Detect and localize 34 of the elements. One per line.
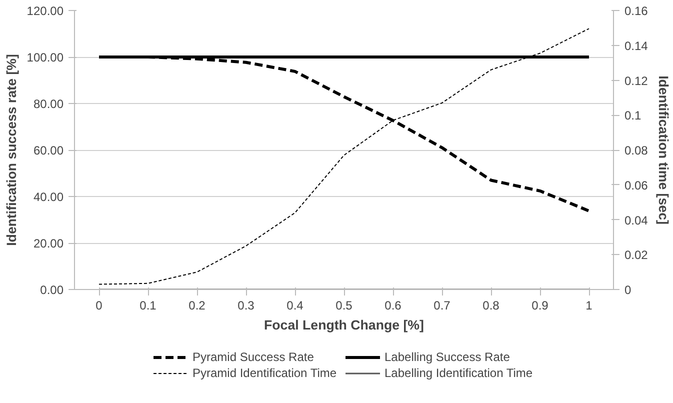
x-tick-label: 1	[586, 298, 593, 312]
y-axis-title: Identification success rate [%]	[4, 54, 19, 246]
x-tick-label: 0.4	[286, 298, 304, 312]
y-tick-label: 0.00	[40, 283, 64, 297]
y2-tick-label: 0.1	[624, 108, 642, 123]
x-tick-label: 0.3	[238, 298, 255, 312]
x-tick-label: 0.9	[532, 298, 549, 312]
x-tick-label: 0	[96, 298, 103, 312]
y-tick-label: 60.00	[33, 144, 64, 158]
x-tick-label: 0.1	[140, 298, 157, 312]
legend-label: Pyramid Success Rate	[192, 350, 315, 364]
y2-tick-label: 0.04	[624, 213, 648, 228]
y-tick-label: 40.00	[33, 190, 64, 204]
x-tick-label: 0.5	[336, 298, 353, 312]
x-tick-label: 0.7	[434, 298, 451, 312]
y2-tick-label: 0.02	[624, 248, 648, 262]
legend-label: Labelling Success Rate	[384, 350, 511, 364]
y2-axis-title: Identification time [sec]	[656, 76, 671, 224]
y2-tick-label: 0.16	[624, 4, 648, 18]
legend-label: Labelling Identification Time	[384, 366, 534, 380]
x-axis-title: Focal Length Change [%]	[264, 318, 424, 332]
y2-tick-label: 0.14	[624, 38, 648, 53]
legend-label: Pyramid Identification Time	[192, 366, 338, 380]
y-tick-label: 100.00	[26, 50, 64, 64]
x-tick-label: 0.6	[384, 298, 402, 312]
y2-tick-label: 0.12	[624, 74, 648, 88]
y-tick-label: 120.00	[26, 4, 64, 18]
x-tick-label: 0.2	[188, 298, 206, 312]
y2-tick-label: 0	[624, 283, 632, 297]
y-tick-label: 20.00	[33, 236, 64, 250]
y-tick-label: 80.00	[33, 97, 64, 111]
y2-tick-label: 0.06	[624, 178, 648, 192]
x-tick-label: 0.8	[482, 298, 500, 312]
y2-tick-label: 0.08	[624, 144, 648, 158]
